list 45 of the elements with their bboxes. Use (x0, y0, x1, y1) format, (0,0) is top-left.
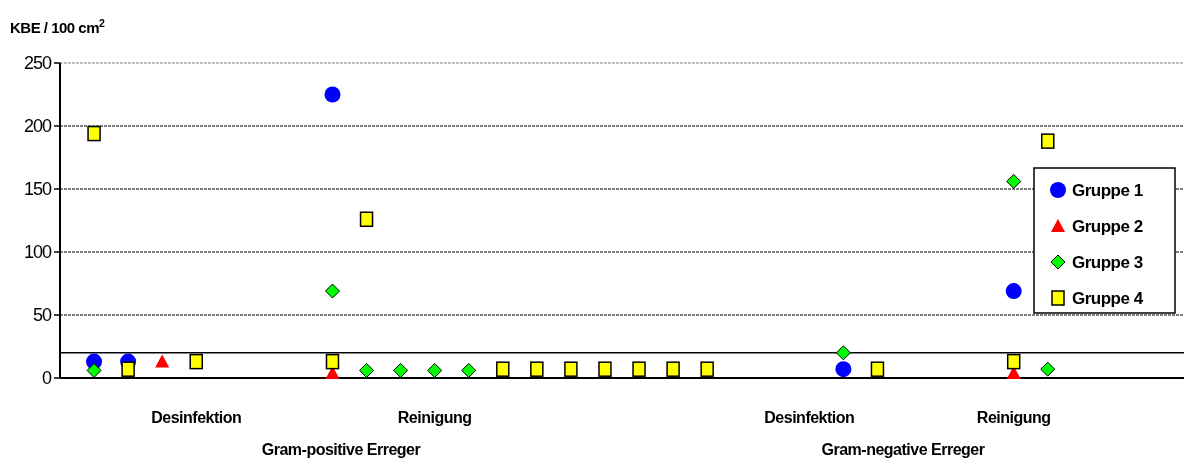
point (870, 361, 885, 377)
x-tick-label: Desinfektion (764, 409, 855, 426)
point (598, 361, 612, 377)
point (121, 361, 135, 377)
point (1006, 353, 1021, 370)
point (1005, 283, 1022, 300)
point (700, 361, 714, 377)
point (1040, 361, 1056, 377)
text: Gram-negative Erreger (821, 441, 985, 458)
point (324, 283, 340, 299)
point (325, 353, 340, 370)
point (835, 361, 852, 378)
x-tick-label: Reinigung (976, 409, 1051, 426)
point (324, 86, 341, 103)
x-tick-label: Desinfektion (151, 409, 242, 426)
point (359, 211, 374, 227)
point (427, 362, 443, 378)
point (530, 361, 544, 377)
legend-label: Gruppe 2 (1072, 216, 1143, 236)
point (496, 361, 510, 377)
legend-label: Gruppe 3 (1072, 252, 1143, 272)
point (632, 361, 646, 377)
point (564, 361, 578, 377)
y-tick-label: 100 (23, 242, 52, 263)
y-tick-label: 200 (23, 116, 52, 137)
y-tick-label: 50 (32, 305, 52, 326)
y-tick-label: 150 (23, 179, 52, 200)
point (461, 362, 477, 378)
point (835, 345, 851, 361)
point (87, 125, 101, 142)
legend-label: Gruppe 4 (1072, 288, 1144, 308)
legend-label: Gruppe 1 (1072, 180, 1143, 200)
point (189, 353, 203, 370)
point (666, 361, 680, 377)
x-tick-label: Reinigung (397, 409, 472, 426)
point (1041, 133, 1055, 149)
point (86, 362, 102, 378)
point (393, 362, 409, 378)
point (155, 354, 170, 368)
point (1006, 173, 1022, 189)
point (359, 362, 375, 378)
y-tick-label: 0 (41, 368, 52, 389)
y-tick-label: 250 (23, 53, 52, 74)
y-axis-title: KBE / 100 cm$^{2}$ (10, 17, 106, 36)
text: Gram-positive Erreger (261, 441, 421, 458)
